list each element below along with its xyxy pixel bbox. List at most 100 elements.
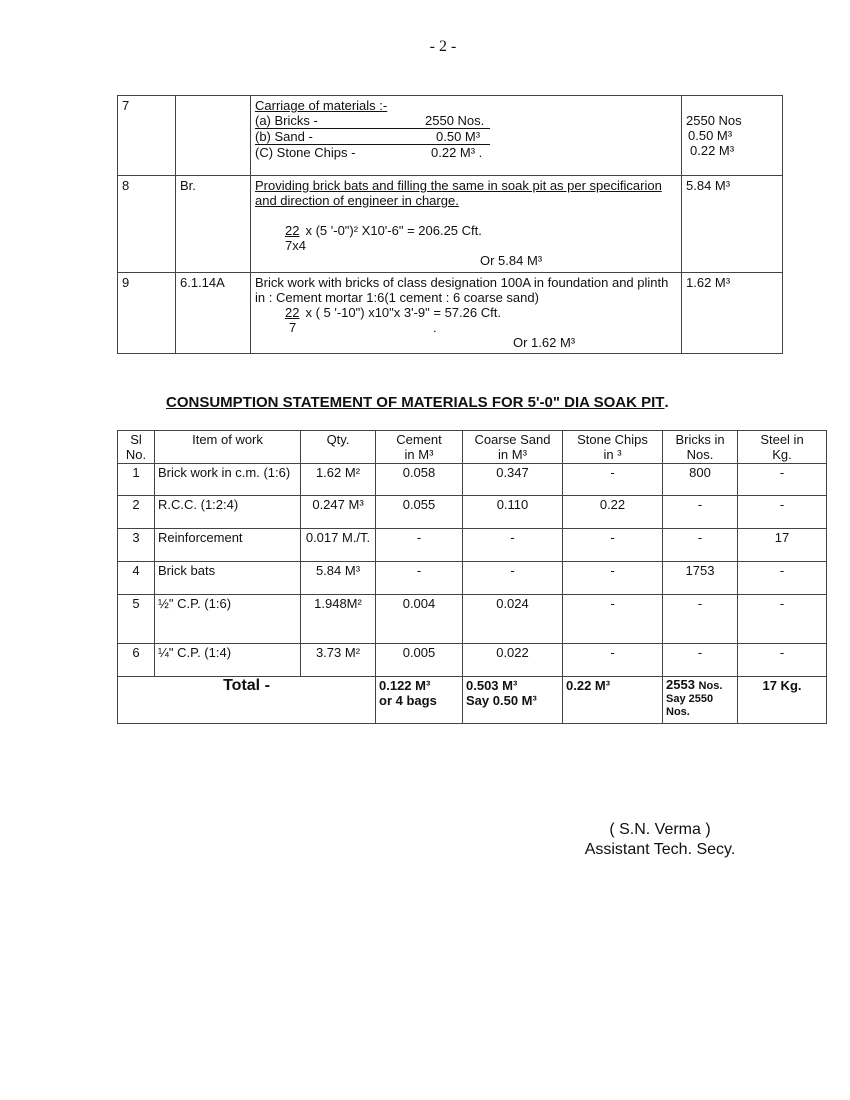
stone-chips-cell: - bbox=[562, 594, 663, 644]
steel-cell: - bbox=[737, 561, 827, 595]
stone-chips-cell: 0.22 bbox=[562, 495, 663, 529]
qty-cell: 1.948M² bbox=[300, 594, 376, 644]
cement-cell: - bbox=[375, 528, 463, 562]
sand-cell: 0.347 bbox=[462, 463, 563, 496]
header-line: in M³ bbox=[404, 447, 434, 462]
bricks-cell: - bbox=[662, 643, 738, 677]
total-bricks-unit: Nos. bbox=[698, 680, 723, 692]
item-cell: Brick work in c.m. (1:6) bbox=[154, 463, 301, 496]
total-cement-line: 0.122 M³ bbox=[379, 678, 431, 693]
qty-cell: 3.73 M² bbox=[300, 643, 376, 677]
sand-cell: 0.022 bbox=[462, 643, 563, 677]
column-header: Steel in Kg. bbox=[737, 430, 827, 464]
total-sand-line: 0.503 M³ bbox=[466, 678, 518, 693]
signatory-name: ( S.N. Verma ) bbox=[609, 821, 711, 838]
item-value: 0.50 M³ bbox=[436, 129, 481, 144]
total-bricks-say: Say 2550 bbox=[666, 693, 714, 705]
calc-numerator: 22 bbox=[285, 305, 300, 320]
table-row: 3 Reinforcement 0.017 M./T. - - - -17 bbox=[117, 528, 827, 562]
estimate-row-9: 9 6.1.14A Brick work with bricks of clas… bbox=[117, 272, 783, 354]
header-line: Steel in bbox=[760, 432, 804, 447]
column-header: Item of work bbox=[154, 430, 301, 464]
header-line: Stone Chips bbox=[577, 432, 648, 447]
signatory-designation: Assistant Tech. Secy. bbox=[584, 841, 736, 858]
calc-result: Or 1.62 M³ bbox=[513, 335, 576, 350]
sand-cell: - bbox=[462, 561, 563, 595]
total-cement-line: or 4 bags bbox=[379, 693, 437, 708]
item-cell: ½" C.P. (1:6) bbox=[154, 594, 301, 644]
consumption-title: CONSUMPTION STATEMENT OF MATERIALS FOR 5… bbox=[166, 394, 669, 411]
header-line: in ³ bbox=[603, 447, 622, 462]
bricks-cell: 800 bbox=[662, 463, 738, 496]
sl-cell: 2 bbox=[117, 495, 155, 529]
header-line: Bricks in bbox=[675, 432, 725, 447]
table-row: 6 ¼" C.P. (1:4) 3.73 M² 0.005 0.022- - - bbox=[117, 643, 827, 677]
total-sand: 0.503 M³ Say 0.50 M³ bbox=[462, 676, 563, 724]
steel-cell: - bbox=[737, 463, 827, 496]
cement-cell: 0.058 bbox=[375, 463, 463, 496]
steel-cell: - bbox=[737, 495, 827, 529]
bricks-cell: - bbox=[662, 495, 738, 529]
item-label: (a) Bricks - bbox=[255, 113, 318, 128]
column-header: Qty. bbox=[300, 430, 376, 464]
cement-cell: - bbox=[375, 561, 463, 595]
header-line: in M³ bbox=[498, 447, 527, 462]
item-cell: Reinforcement bbox=[154, 528, 301, 562]
total-stone-value: 0.22 M³ bbox=[566, 678, 611, 693]
header-line: Nos. bbox=[686, 447, 714, 462]
item-description: Providing brick bats and filling the sam… bbox=[255, 178, 662, 208]
qty-cell: 0.247 M³ bbox=[300, 495, 376, 529]
item-description: Brick work with bricks of class designat… bbox=[255, 275, 669, 305]
item-value: 0.22 M³ . bbox=[431, 145, 483, 160]
steel-cell: - bbox=[737, 643, 827, 677]
sand-cell: 0.024 bbox=[462, 594, 563, 644]
header-line: Sl bbox=[130, 432, 142, 447]
table-row: 2 R.C.C. (1:2:4) 0.247 M³ 0.055 0.110 0.22- - bbox=[117, 495, 827, 529]
total-row: Total -0.122 M³ or 4 bags 0.503 M³ Say 0.50… bbox=[117, 676, 827, 724]
total-label: Total - bbox=[223, 677, 270, 694]
estimate-table: 7 Carriage of materials :- (a) Bricks - … bbox=[117, 95, 783, 354]
sl-cell: 8 bbox=[117, 175, 176, 273]
item-label: (b) Sand - bbox=[255, 129, 313, 144]
stone-chips-cell: - bbox=[562, 528, 663, 562]
dot: . bbox=[433, 320, 437, 335]
carriage-heading: Carriage of materials :- bbox=[255, 98, 388, 113]
sl-cell: 1 bbox=[117, 463, 155, 496]
total-bricks-say-unit: Nos. bbox=[666, 706, 690, 718]
bricks-cell: - bbox=[662, 594, 738, 644]
calc-numerator: 22 bbox=[285, 223, 300, 238]
stone-chips-cell: - bbox=[562, 463, 663, 496]
total-steel-value: 17 Kg. bbox=[762, 678, 802, 693]
item-value: 2550 Nos. bbox=[425, 113, 485, 128]
qty-line: 0.22 M³ bbox=[690, 143, 735, 158]
sl-cell: 6 bbox=[117, 643, 155, 677]
header-row: Sl No. Item of work Qty. Cement in M³ Coarse S… bbox=[117, 430, 827, 464]
steel-cell: 17 bbox=[737, 528, 827, 562]
total-cement: 0.122 M³ or 4 bags bbox=[375, 676, 463, 724]
column-header: Coarse Sand in M³ bbox=[462, 430, 563, 464]
page-number: - 2 - bbox=[429, 38, 457, 55]
description-cell: Carriage of materials :- (a) Bricks - 25… bbox=[250, 95, 682, 176]
title-suffix: . bbox=[664, 394, 669, 411]
signature-block: ( S.N. Verma ) Assistant Tech. Secy. bbox=[560, 820, 760, 860]
sl-cell: 4 bbox=[117, 561, 155, 595]
code-cell: Br. bbox=[175, 175, 251, 273]
consumption-table: Sl No. Item of work Qty. Cement in M³ Coarse S… bbox=[117, 430, 827, 724]
total-stone-chips: 0.22 M³ bbox=[562, 676, 663, 724]
header-line: Coarse Sand bbox=[474, 432, 551, 447]
steel-cell: - bbox=[737, 594, 827, 644]
header-line: No. bbox=[125, 447, 147, 462]
calc-denominator: 7x4 bbox=[285, 238, 306, 253]
sl-cell: 5 bbox=[117, 594, 155, 644]
stone-chips-cell: - bbox=[562, 643, 663, 677]
total-steel: 17 Kg. bbox=[737, 676, 827, 724]
total-label-cell: Total - bbox=[117, 676, 376, 724]
description-cell: Brick work with bricks of class designat… bbox=[250, 272, 682, 354]
header-line: Cement bbox=[396, 432, 442, 447]
qty-cell: 0.017 M./T. bbox=[300, 528, 376, 562]
sand-cell: - bbox=[462, 528, 563, 562]
header-line: Kg. bbox=[772, 447, 792, 462]
calc-expression: x ( 5 '-10") x10"x 3'-9" = 57.26 Cft. bbox=[305, 305, 501, 320]
table-row: 1 Brick work in c.m. (1:6) 1.62 M² 0.058 0.3… bbox=[117, 463, 827, 496]
sl-cell: 9 bbox=[117, 272, 176, 354]
